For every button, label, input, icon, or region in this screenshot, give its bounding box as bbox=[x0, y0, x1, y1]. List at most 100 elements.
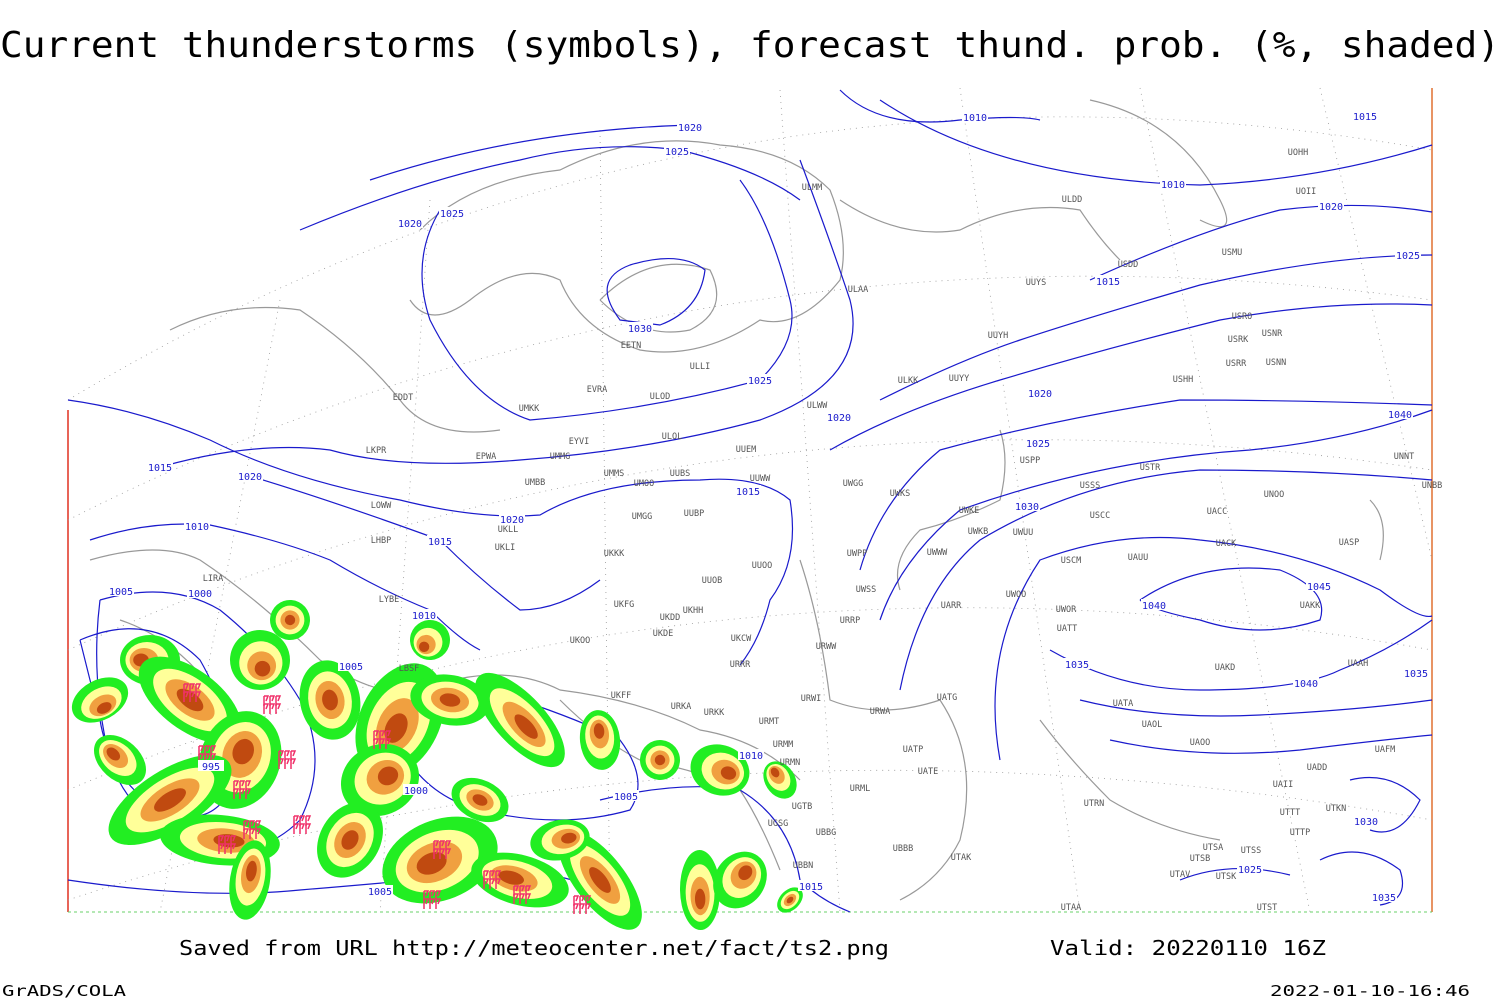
probability-shade bbox=[439, 693, 461, 707]
probability-shade bbox=[246, 860, 257, 882]
station-code: UMKK bbox=[519, 404, 540, 414]
isobar-label-bg bbox=[198, 760, 224, 771]
station-code: ULOL bbox=[662, 432, 682, 442]
station-code: ULMM bbox=[802, 183, 822, 193]
station-code: UKHH bbox=[683, 606, 703, 616]
station-code: UKDE bbox=[653, 629, 673, 639]
isobar-label: 1020 bbox=[1028, 389, 1052, 400]
thunderstorm-symbols bbox=[183, 683, 592, 914]
storm-symbol bbox=[489, 878, 496, 889]
isobar-label: 1015 bbox=[148, 463, 172, 474]
probability-shade bbox=[786, 896, 794, 904]
probability-shade bbox=[593, 723, 605, 739]
station-code: UTST bbox=[1257, 903, 1277, 913]
storm-symbol bbox=[233, 788, 240, 799]
probability-shade bbox=[738, 865, 753, 881]
timestamp: 2022-01-10-16:46 bbox=[1270, 982, 1470, 1000]
isobar-label-bg bbox=[747, 374, 773, 385]
storm-symbol bbox=[305, 823, 312, 834]
station-code: ULOD bbox=[650, 392, 670, 402]
isobar-label: 1030 bbox=[1354, 817, 1378, 828]
probability-shade bbox=[254, 660, 271, 677]
station-code: UADD bbox=[1307, 763, 1327, 773]
station-code: UKCW bbox=[731, 634, 752, 644]
isobar-label-bg bbox=[184, 520, 210, 531]
probability-shade bbox=[322, 689, 338, 711]
station-code: UUYH bbox=[988, 331, 1008, 341]
station-code: UWKB bbox=[968, 527, 988, 537]
probability-shade bbox=[654, 754, 666, 766]
software: GrADS/COLA bbox=[2, 982, 126, 1000]
station-code: ULWW bbox=[807, 401, 828, 411]
isobar-label: 1040 bbox=[1388, 410, 1412, 421]
station-code: USDD bbox=[1118, 260, 1138, 270]
station-code: UKFG bbox=[614, 600, 634, 610]
isobar-label-bg bbox=[735, 485, 761, 496]
isobar-label-bg bbox=[1141, 599, 1167, 610]
station-code: UKLL bbox=[498, 525, 518, 535]
isobar-label-bg bbox=[1027, 387, 1053, 398]
station-code: UARR bbox=[941, 601, 962, 611]
station-code: UATP bbox=[903, 745, 923, 755]
isobar-label: 1025 bbox=[1238, 865, 1262, 876]
station-code: UWSS bbox=[856, 585, 876, 595]
station-code: UAKK bbox=[1300, 601, 1321, 611]
station-code: UASP bbox=[1339, 538, 1359, 548]
station-code: UUYS bbox=[1026, 278, 1046, 288]
station-code: LKPR bbox=[366, 446, 387, 456]
station-code: UATT bbox=[1057, 624, 1077, 634]
station-code: UUBP bbox=[684, 509, 704, 519]
probability-shade bbox=[418, 641, 430, 652]
station-code: UATE bbox=[918, 767, 938, 777]
storm-symbol bbox=[290, 758, 297, 769]
isobar-label: 1010 bbox=[412, 611, 436, 622]
station-code: EYVI bbox=[569, 437, 589, 447]
isobar-label-bg bbox=[1293, 677, 1319, 688]
station-code: UAKD bbox=[1215, 663, 1235, 673]
station-code: UWKE bbox=[959, 506, 979, 516]
station-code: UGSG bbox=[768, 819, 788, 829]
station-code: UBBG bbox=[816, 828, 836, 838]
station-code: UACK bbox=[1216, 539, 1237, 549]
isobar-label: 1025 bbox=[1396, 251, 1420, 262]
station-code: UUYY bbox=[949, 374, 969, 384]
station-code: UMBB bbox=[525, 478, 545, 488]
station-code: ULKK bbox=[898, 376, 919, 386]
isobar-label-bg bbox=[738, 749, 764, 760]
storm-symbol bbox=[495, 878, 502, 889]
station-code: USNN bbox=[1266, 358, 1286, 368]
isobar-label: 1015 bbox=[799, 882, 823, 893]
isobar-label: 1020 bbox=[678, 123, 702, 134]
station-code: URMT bbox=[759, 717, 779, 727]
isobar-label: 1010 bbox=[185, 522, 209, 533]
station-code: UBBN bbox=[793, 861, 813, 871]
station-code: EVRA bbox=[587, 385, 607, 395]
isobar-label-bg bbox=[1387, 408, 1413, 419]
isobar-label: 1020 bbox=[1319, 202, 1343, 213]
station-code: USHH bbox=[1173, 375, 1193, 385]
isobar-label-bg bbox=[439, 207, 465, 218]
storm-symbol bbox=[573, 903, 580, 914]
isobar-label: 1045 bbox=[1307, 582, 1331, 593]
station-code: UBBB bbox=[893, 844, 913, 854]
storm-symbol bbox=[299, 823, 306, 834]
isobar-label-bg bbox=[1064, 658, 1090, 669]
station-code: USRR bbox=[1226, 359, 1247, 369]
probability-shade bbox=[106, 747, 121, 761]
isobar-label: 1040 bbox=[1142, 601, 1166, 612]
storm-symbol bbox=[445, 848, 452, 859]
station-code: UUEM bbox=[736, 445, 756, 455]
storm-symbol bbox=[429, 898, 436, 909]
station-code: UKLI bbox=[495, 543, 515, 553]
station-code: UAAH bbox=[1348, 659, 1368, 669]
station-code: ULAA bbox=[848, 285, 868, 295]
probability-shade bbox=[377, 766, 399, 786]
storm-symbol bbox=[249, 828, 256, 839]
isobar-label: 1005 bbox=[368, 887, 392, 898]
station-code: UTRN bbox=[1084, 799, 1104, 809]
station-code: EETN bbox=[621, 341, 641, 351]
storm-symbol bbox=[379, 738, 386, 749]
isobar-label: 1035 bbox=[1372, 893, 1396, 904]
coastline bbox=[89, 99, 1384, 901]
